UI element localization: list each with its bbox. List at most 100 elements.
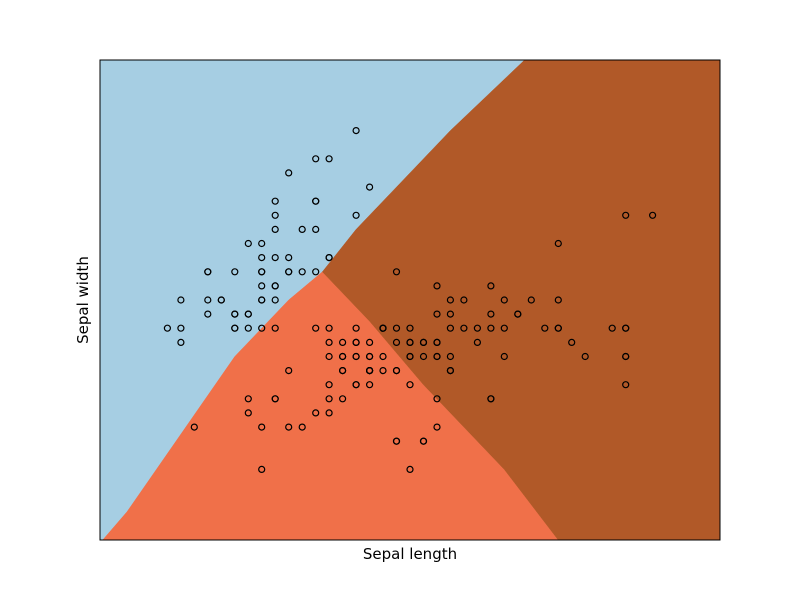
scatter-point-class-1 [392, 437, 401, 445]
scatter-point-class-0 [231, 268, 239, 276]
scatter-point-class-0 [352, 127, 360, 135]
scatter-point-class-0 [258, 324, 266, 332]
scatter-point-class-2 [406, 338, 414, 346]
scatter-point-class-2 [622, 211, 630, 219]
scatter-point-class-0 [271, 254, 279, 262]
scatter-point-class-1 [366, 381, 374, 389]
scatter-point-class-1 [339, 352, 347, 361]
scatter-point-class-2 [554, 296, 562, 304]
scatter-point-class-0 [271, 197, 279, 205]
scatter-point-class-0 [258, 268, 266, 276]
scatter-point-class-1 [271, 395, 279, 403]
scatter-point-class-0 [285, 169, 293, 177]
scatter-point-class-2 [433, 282, 441, 290]
scatter-point-class-0 [271, 324, 279, 332]
scatter-point-class-2 [460, 296, 468, 304]
scatter-point-class-1 [312, 409, 320, 417]
scatter-point-class-2 [352, 352, 360, 361]
scatter-point-class-1 [419, 437, 428, 445]
scatter-point-class-0 [298, 268, 306, 276]
scatter-point-class-2 [568, 338, 576, 346]
scatter-point-class-2 [622, 352, 630, 361]
scatter-point-class-2 [487, 395, 495, 403]
scatter-point-class-0 [271, 211, 279, 219]
scatter-point-class-2 [406, 352, 414, 361]
scatter-point-class-2 [366, 352, 374, 361]
scatter-point-class-2 [487, 282, 495, 290]
scatter-point-class-2 [392, 367, 401, 375]
scatter-point-class-0 [258, 239, 266, 248]
scatter-point-class-1 [352, 324, 360, 332]
scatter-point-class-2 [379, 324, 387, 332]
scatter-point-class-0 [298, 225, 306, 233]
scatter-point-class-2 [554, 239, 562, 248]
scatter-point-class-2 [473, 324, 481, 332]
scatter-point-class-0 [312, 225, 320, 233]
scatter-point-class-1 [244, 395, 252, 403]
scatter-point-class-2 [446, 296, 454, 304]
scatter-point-class-1 [298, 423, 306, 431]
scatter-point-class-1 [339, 367, 347, 375]
scatter-point-class-1 [433, 395, 441, 403]
scatter-point-class-0 [258, 282, 266, 290]
scatter-point-class-0 [177, 324, 185, 332]
scatter-point-class-0 [204, 268, 212, 276]
scatter-point-class-2 [446, 324, 454, 332]
scatter-point-class-2 [500, 296, 508, 304]
scatter-point-class-1 [352, 338, 360, 346]
scatter-point-class-2 [460, 324, 468, 332]
scatter-point-class-1 [366, 338, 374, 346]
scatter-point-class-0 [312, 155, 320, 163]
scatter-point-class-0 [271, 296, 279, 304]
scatter-point-class-2 [554, 324, 562, 332]
scatter-point-class-0 [163, 324, 171, 332]
scatter-point-class-1 [392, 268, 401, 276]
scatter-point-class-2 [648, 211, 657, 219]
scatter-point-class-0 [190, 423, 198, 431]
scatter-point-class-2 [527, 296, 535, 304]
scatter-point-class-0 [244, 310, 252, 318]
scatter-point-class-2 [473, 338, 481, 346]
scatter-point-class-2 [446, 367, 454, 375]
scatter-point-class-0 [258, 296, 266, 304]
scatter-point-class-0 [325, 254, 333, 262]
scatter-point-class-2 [446, 352, 454, 361]
y-axis-label: Sepal width [74, 256, 92, 344]
scatter-point-class-0 [285, 254, 293, 262]
scatter-point-class-0 [258, 254, 266, 262]
scatter-point-class-2 [487, 310, 495, 318]
scatter-point-class-1 [433, 423, 441, 431]
scatter-point-class-0 [325, 155, 333, 163]
scatter-point-class-2 [379, 367, 387, 375]
scatter-point-class-1 [285, 423, 293, 431]
scatter-point-class-1 [312, 324, 320, 332]
decision-regions [99, 59, 721, 541]
scatter-point-class-2 [541, 324, 549, 332]
scatter-point-class-2 [433, 338, 441, 346]
scatter-point-class-0 [271, 225, 279, 233]
scatter-point-class-2 [419, 338, 428, 346]
scatter-point-class-2 [622, 324, 630, 332]
scatter-point-class-1 [325, 381, 333, 389]
scatter-point-class-1 [325, 324, 333, 332]
scatter-point-class-1 [325, 395, 333, 403]
scatter-point-class-1 [352, 381, 360, 389]
x-axis-label: Sepal length [363, 545, 457, 563]
scatter-point-class-2 [419, 352, 428, 361]
scatter-point-class-0 [231, 310, 239, 318]
scatter-point-class-0 [285, 268, 293, 276]
scatter-point-class-2 [406, 324, 414, 332]
scatter-point-class-1 [406, 465, 414, 473]
scatter-point-class-2 [608, 324, 616, 332]
scatter-point-class-0 [312, 268, 320, 276]
scatter-point-class-0 [366, 183, 374, 191]
scatter-point-class-1 [339, 338, 347, 346]
scatter-point-class-1 [325, 352, 333, 361]
scatter-point-class-2 [514, 310, 522, 318]
scatter-point-class-2 [487, 324, 495, 332]
scatter-points [163, 127, 657, 473]
scatter-point-class-2 [446, 310, 454, 318]
scatter-point-class-2 [500, 352, 508, 361]
scatter-point-class-2 [433, 310, 441, 318]
